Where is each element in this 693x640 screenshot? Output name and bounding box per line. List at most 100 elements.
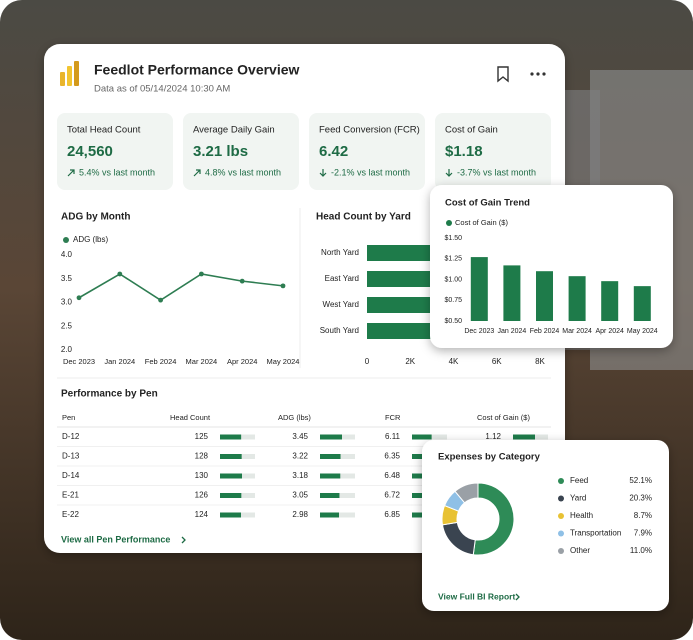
mini-bar (412, 434, 432, 440)
mini-bar (320, 473, 341, 479)
x-tick-label: May 2024 (627, 328, 658, 335)
y-tick-label: West Yard (323, 300, 359, 309)
kpi-label: Cost of Gain (445, 125, 498, 136)
x-tick-label: Dec 2023 (63, 357, 95, 366)
mini-bar (320, 493, 340, 498)
chart-title: Expenses by Category (438, 452, 541, 463)
y-tick-label: $1.50 (444, 235, 462, 242)
legend-swatch (558, 548, 564, 554)
x-tick-label: Mar 2024 (186, 357, 218, 366)
table-cell: 6.35 (384, 452, 400, 461)
bar (503, 265, 521, 321)
point (76, 295, 82, 301)
table-cell: 6.85 (384, 510, 400, 519)
kpi-card (57, 113, 173, 190)
x-tick-label: Mar 2024 (562, 328, 592, 335)
subtitle: Data as of 05/14/2024 10:30 AM (94, 84, 230, 95)
chevron[interactable] (181, 536, 186, 544)
column-header: Head Count (170, 413, 211, 422)
point (158, 297, 164, 303)
trend-icon (319, 169, 327, 177)
kpi-value: $1.18 (445, 143, 483, 160)
trend-icon (193, 169, 201, 177)
mini-bar (220, 434, 242, 440)
expenses-card (422, 440, 669, 611)
y-tick-label: North Yard (321, 248, 359, 257)
table-cell: 128 (195, 452, 209, 461)
kpi-label: Feed Conversion (FCR) (319, 125, 420, 136)
legend-label: Cost of Gain ($) (455, 218, 508, 227)
mini-bar (220, 473, 242, 479)
x-tick-label: May 2024 (267, 357, 300, 366)
kpi-label: Total Head Count (67, 125, 141, 136)
kpi-change: 4.8% vs last month (205, 167, 281, 177)
y-tick-label: 2.5 (61, 321, 73, 330)
y-tick-label: 3.0 (61, 298, 73, 307)
value-label: 7.9% (634, 529, 652, 538)
logo (60, 61, 79, 86)
x-tick-label: 2K (405, 357, 415, 366)
chart-title: Cost of Gain Trend (445, 198, 530, 209)
legend-swatch (558, 495, 564, 502)
x-tick-label: Jan 2024 (104, 357, 135, 366)
x-tick-label: Jan 2024 (497, 328, 526, 335)
y-tick-label: $0.50 (444, 318, 462, 325)
more-icon[interactable] (530, 72, 546, 76)
line (78, 273, 284, 302)
cost-card (430, 185, 673, 348)
table-cell: 124 (195, 510, 209, 519)
legend-swatch (63, 237, 69, 243)
table-cell: 1.12 (485, 432, 501, 441)
donut-slice (472, 482, 515, 556)
kpi-card (435, 113, 551, 190)
table-cell: 3.05 (292, 491, 308, 500)
link[interactable]: View all Pen Performance (61, 534, 170, 544)
kpi-label: Average Daily Gain (193, 125, 275, 136)
column-header: Cost of Gain ($) (477, 413, 530, 422)
table-cell: 126 (195, 491, 209, 500)
y-tick-label: South Yard (320, 326, 359, 335)
value-label: 20.3% (629, 494, 652, 503)
mini-bar (320, 434, 342, 440)
legend-swatch (446, 220, 452, 226)
main-card (44, 44, 565, 553)
link[interactable]: View Full BI Report (438, 591, 515, 601)
point (199, 271, 204, 277)
column-header: ADG (lbs) (278, 413, 311, 422)
table-cell: 3.45 (292, 432, 308, 441)
y-tick-label: $0.75 (444, 297, 462, 304)
bookmark-icon[interactable] (497, 66, 509, 83)
table-cell: 6.72 (384, 491, 400, 500)
legend-label: Yard (570, 494, 586, 503)
bar (601, 281, 619, 321)
x-tick-label: Feb 2024 (145, 357, 177, 366)
legend-label: ADG (lbs) (73, 235, 108, 244)
x-tick-label: 6K (492, 357, 502, 366)
point (117, 271, 123, 277)
legend-label: Feed (570, 476, 588, 485)
y-tick-label: East Yard (325, 274, 359, 283)
y-tick-label: 4.0 (61, 250, 73, 259)
kpi-value: 3.21 lbs (193, 143, 248, 160)
legend-label: Other (570, 546, 590, 555)
table-cell: 125 (195, 432, 209, 441)
table-cell: E-22 (62, 510, 79, 519)
x-tick-label: 8K (535, 357, 545, 366)
chart-title: ADG by Month (61, 212, 130, 223)
value-label: 52.1% (629, 476, 652, 485)
table-cell: 6.11 (385, 432, 401, 441)
table-cell: 130 (195, 471, 209, 480)
kpi-card (183, 113, 299, 190)
bar (633, 286, 651, 321)
x-tick-label: Dec 2023 (464, 328, 494, 335)
legend-swatch (558, 513, 564, 519)
point (280, 283, 286, 289)
mini-bar (320, 512, 340, 518)
x-tick-label: 0 (365, 357, 370, 366)
kpi-change: -2.1% vs last month (331, 167, 410, 177)
chart-title: Head Count by Yard (316, 212, 411, 223)
x-tick-label: Apr 2024 (227, 357, 257, 366)
value-label: 11.0% (630, 546, 652, 555)
chevron[interactable] (515, 593, 520, 601)
table-cell: 6.48 (384, 471, 400, 480)
